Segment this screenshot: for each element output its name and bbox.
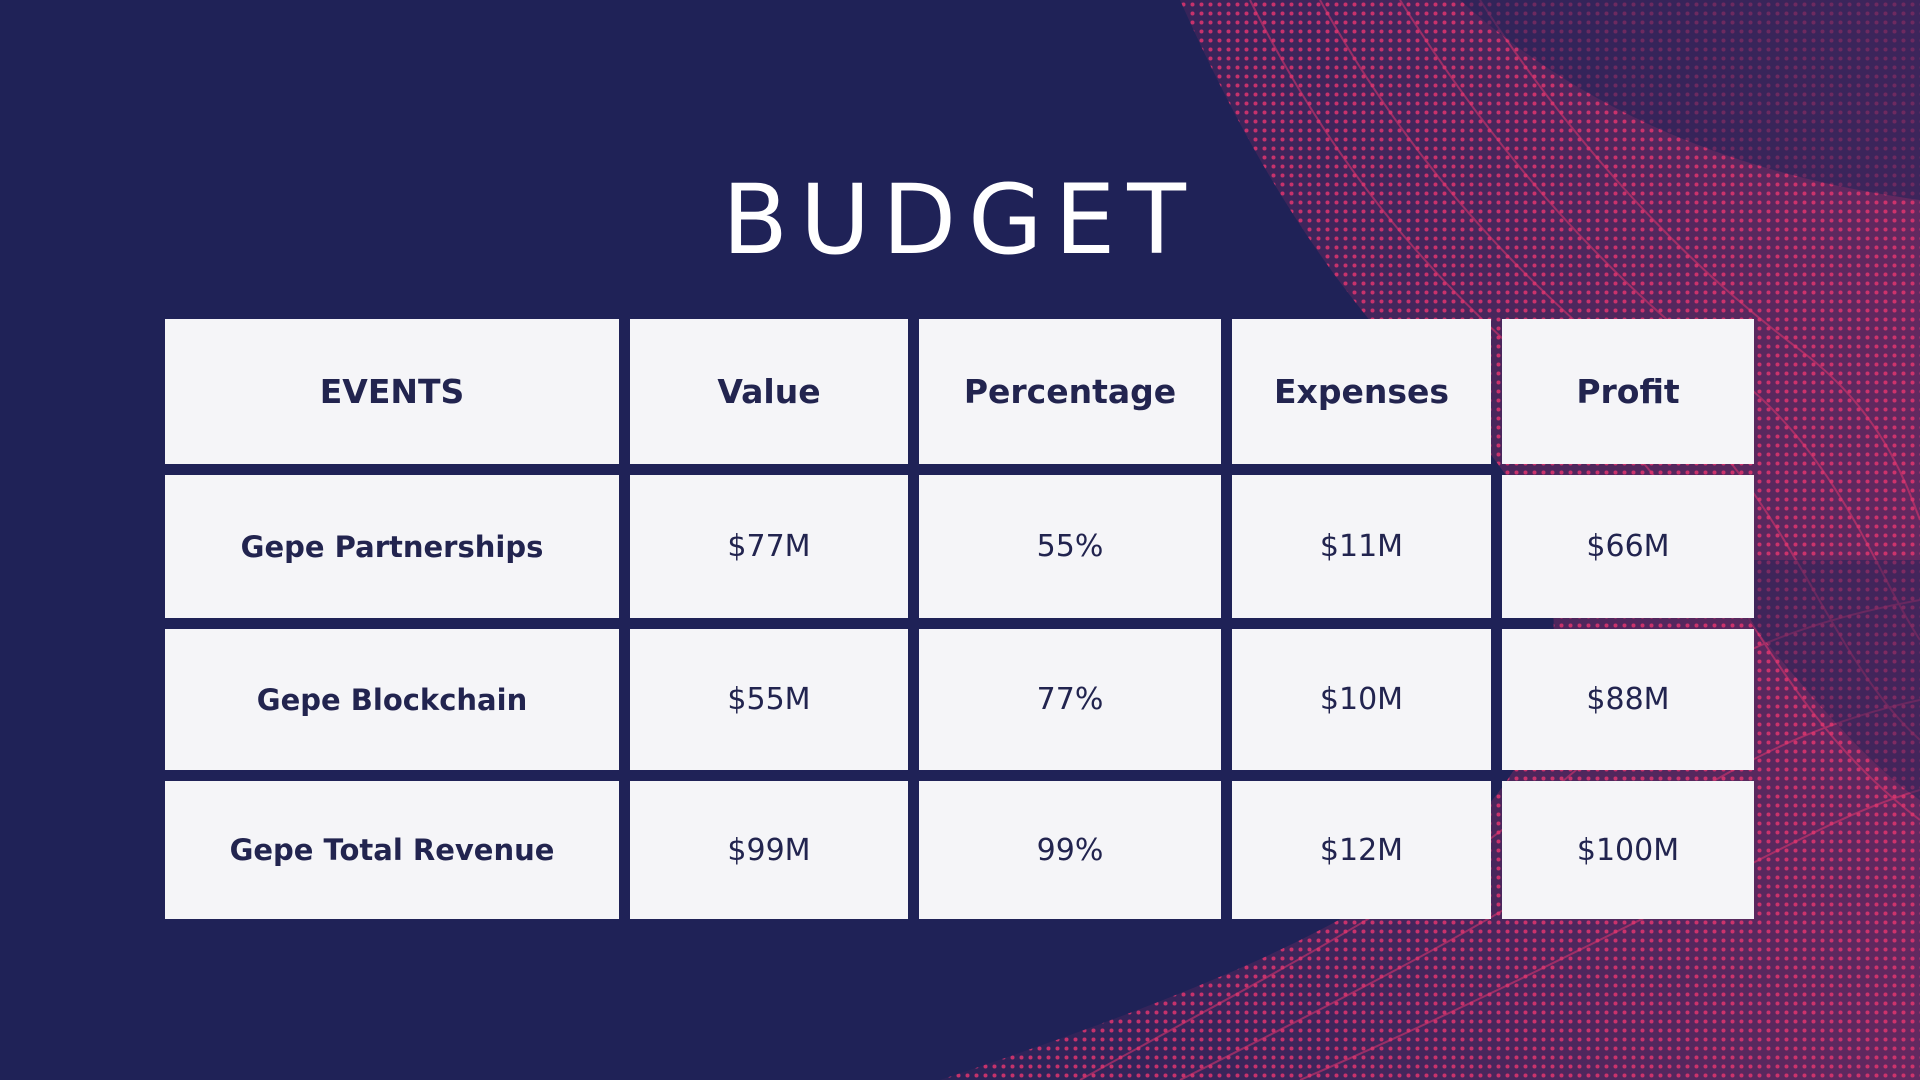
- row-1-value: $77M: [630, 475, 908, 618]
- header-events: EVENTS: [165, 319, 619, 464]
- row-3-profit: $100M: [1502, 781, 1754, 919]
- budget-table: EVENTS Value Percentage Expenses Profit …: [165, 319, 1756, 919]
- header-profit: Profit: [1502, 319, 1754, 464]
- header-percentage: Percentage: [919, 319, 1221, 464]
- row-3-percentage: 99%: [919, 781, 1221, 919]
- row-1-expenses: $11M: [1232, 475, 1491, 618]
- row-3-event: Gepe Total Revenue: [165, 781, 619, 919]
- row-3-value: $99M: [630, 781, 908, 919]
- row-2-value: $55M: [630, 629, 908, 770]
- row-1-profit: $66M: [1502, 475, 1754, 618]
- row-2-percentage: 77%: [919, 629, 1221, 770]
- row-1-percentage: 55%: [919, 475, 1221, 618]
- row-3-expenses: $12M: [1232, 781, 1491, 919]
- row-2-expenses: $10M: [1232, 629, 1491, 770]
- row-2-event: Gepe Blockchain: [165, 629, 619, 770]
- row-1-event: Gepe Partnerships: [165, 475, 619, 618]
- header-value: Value: [630, 319, 908, 464]
- header-expenses: Expenses: [1232, 319, 1491, 464]
- row-2-profit: $88M: [1502, 629, 1754, 770]
- page-title: BUDGET: [722, 164, 1198, 276]
